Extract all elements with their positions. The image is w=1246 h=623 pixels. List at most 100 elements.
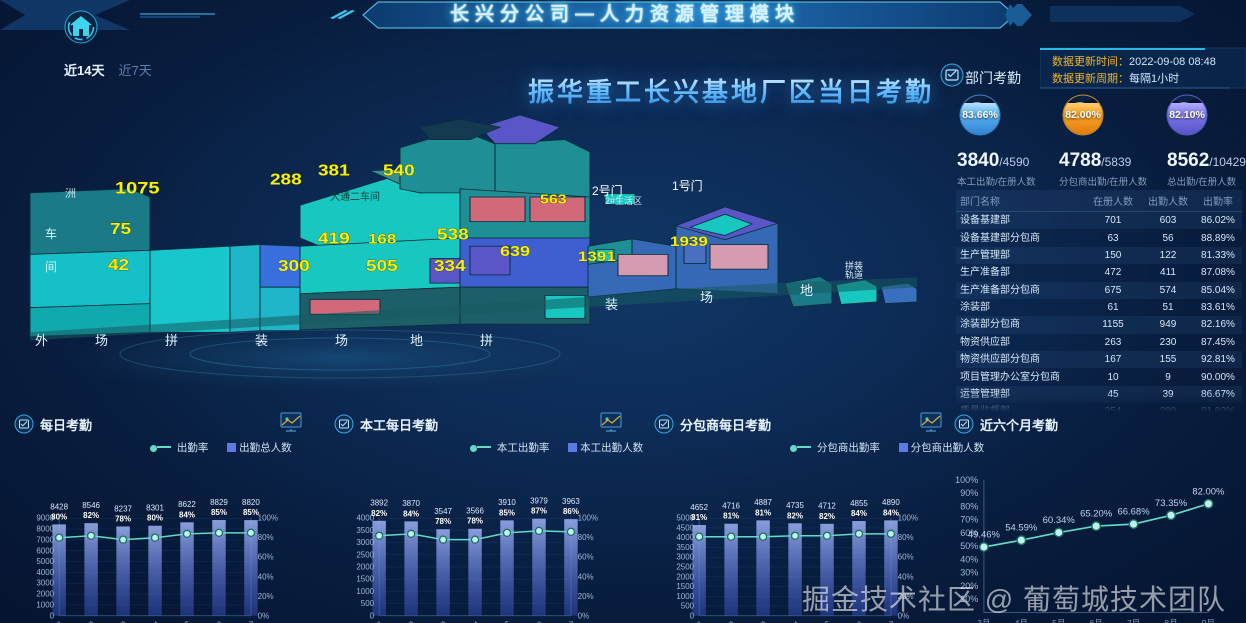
svg-text:100%: 100% (258, 514, 278, 523)
svg-text:5: 5 (185, 620, 190, 623)
svg-text:288: 288 (270, 170, 302, 188)
svg-text:0: 0 (50, 611, 55, 620)
svg-text:8月: 8月 (1164, 618, 1177, 623)
svg-text:80%: 80% (147, 514, 163, 523)
svg-text:3: 3 (761, 620, 766, 623)
svg-text:2号门: 2号门 (592, 183, 623, 198)
svg-text:2: 2 (89, 620, 94, 623)
svg-text:84%: 84% (403, 509, 419, 518)
svg-text:78%: 78% (467, 517, 483, 526)
svg-text:85%: 85% (211, 508, 227, 517)
svg-text:2500: 2500 (676, 563, 694, 572)
svg-text:3000: 3000 (676, 553, 694, 562)
svg-text:1000: 1000 (36, 600, 54, 609)
svg-text:82.00%: 82.00% (1192, 486, 1225, 497)
svg-text:80%: 80% (51, 512, 67, 521)
svg-text:4000: 4000 (36, 568, 54, 577)
svg-text:6月: 6月 (1090, 618, 1103, 623)
svg-text:4716: 4716 (722, 502, 740, 511)
svg-text:外: 外 (35, 333, 48, 348)
svg-text:4月: 4月 (1015, 618, 1028, 623)
svg-text:100%: 100% (955, 475, 978, 485)
svg-text:82%: 82% (819, 512, 835, 521)
svg-text:1: 1 (57, 620, 62, 623)
svg-text:轨道: 轨道 (845, 269, 863, 280)
svg-text:82%: 82% (371, 509, 387, 518)
svg-text:50%: 50% (960, 541, 978, 551)
svg-text:场: 场 (95, 333, 108, 348)
svg-text:334: 334 (434, 256, 466, 274)
svg-text:拼: 拼 (480, 333, 493, 348)
svg-text:419: 419 (318, 229, 350, 247)
svg-text:3: 3 (121, 620, 126, 623)
svg-text:4735: 4735 (786, 501, 804, 510)
svg-text:拼: 拼 (165, 333, 178, 348)
svg-text:100%: 100% (898, 514, 918, 523)
svg-text:60%: 60% (578, 553, 594, 562)
svg-text:1号门: 1号门 (672, 178, 703, 193)
svg-text:7: 7 (889, 620, 894, 623)
svg-text:82%: 82% (83, 511, 99, 520)
svg-text:7000: 7000 (36, 535, 54, 544)
svg-text:80%: 80% (258, 533, 274, 542)
svg-text:4652: 4652 (690, 503, 708, 512)
svg-text:5000: 5000 (36, 557, 54, 566)
svg-text:6: 6 (537, 620, 542, 623)
svg-text:42: 42 (108, 256, 129, 274)
svg-text:3月: 3月 (977, 618, 990, 623)
svg-text:地: 地 (410, 333, 423, 348)
svg-text:5: 5 (505, 620, 510, 623)
svg-text:装: 装 (255, 333, 268, 348)
svg-text:2: 2 (409, 620, 414, 623)
svg-text:8546: 8546 (82, 501, 100, 510)
svg-text:0%: 0% (258, 611, 270, 620)
svg-text:80%: 80% (578, 533, 594, 542)
svg-text:4712: 4712 (818, 502, 836, 511)
svg-text:538: 538 (437, 225, 469, 243)
svg-text:7月: 7月 (1127, 618, 1140, 623)
svg-text:60.34%: 60.34% (1043, 515, 1076, 526)
svg-text:90%: 90% (960, 488, 978, 498)
svg-text:8820: 8820 (242, 498, 260, 507)
svg-text:82%: 82% (787, 511, 803, 520)
svg-text:49.46%: 49.46% (968, 530, 1001, 541)
svg-text:300: 300 (278, 256, 310, 274)
svg-text:洲: 洲 (65, 188, 76, 200)
svg-text:8622: 8622 (178, 500, 196, 509)
svg-text:100%: 100% (578, 514, 598, 523)
svg-text:4855: 4855 (850, 499, 868, 508)
svg-text:装: 装 (605, 297, 618, 312)
svg-text:639: 639 (500, 243, 530, 259)
svg-text:1939: 1939 (670, 235, 708, 250)
svg-text:84%: 84% (851, 509, 867, 518)
svg-text:4: 4 (793, 620, 798, 623)
svg-text:1: 1 (377, 620, 382, 623)
svg-text:地: 地 (800, 283, 813, 298)
svg-text:4: 4 (473, 620, 478, 623)
svg-text:60%: 60% (898, 553, 914, 562)
svg-text:85%: 85% (243, 508, 259, 517)
svg-text:4000: 4000 (676, 533, 694, 542)
svg-text:6: 6 (217, 620, 222, 623)
svg-text:20%: 20% (258, 592, 274, 601)
svg-text:80%: 80% (960, 501, 978, 511)
svg-text:大通二车间: 大通二车间 (330, 190, 380, 203)
svg-text:9月: 9月 (1202, 618, 1215, 623)
svg-text:4: 4 (153, 620, 158, 623)
svg-text:85%: 85% (499, 508, 515, 517)
svg-text:381: 381 (318, 161, 350, 179)
svg-text:81%: 81% (755, 508, 771, 517)
svg-text:2000: 2000 (36, 590, 54, 599)
svg-text:40%: 40% (960, 554, 978, 564)
svg-text:84%: 84% (179, 510, 195, 519)
svg-text:3500: 3500 (676, 543, 694, 552)
svg-text:3566: 3566 (466, 507, 484, 516)
svg-text:3000: 3000 (36, 579, 54, 588)
svg-text:6000: 6000 (36, 546, 54, 555)
svg-text:3: 3 (441, 620, 446, 623)
svg-text:8428: 8428 (50, 502, 68, 511)
svg-text:505: 505 (366, 256, 398, 274)
svg-text:78%: 78% (115, 514, 131, 523)
svg-text:54.59%: 54.59% (1005, 523, 1038, 534)
svg-text:8301: 8301 (146, 504, 164, 513)
